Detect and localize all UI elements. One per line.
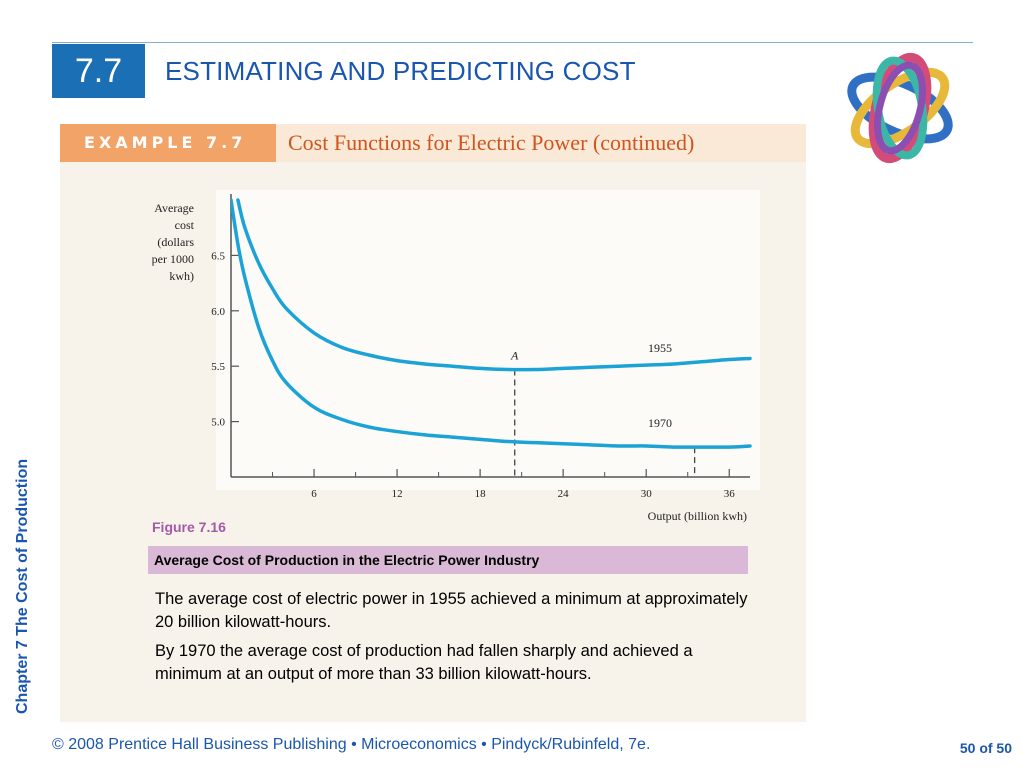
x-tick-label: 30 [641, 488, 653, 500]
x-tick-label: 36 [724, 488, 736, 500]
plot-background [216, 190, 760, 490]
cost-chart: 5.0 5.5 6.0 6.5 6 12 18 24 30 36 Average cost (dolla… [152, 190, 760, 523]
y-axis-label-line: kwh) [169, 269, 194, 283]
rings-logo-icon [847, 52, 953, 164]
y-axis-label-line: per 1000 [152, 252, 194, 266]
example-banner: EXAMPLE 7.7 Cost Functions for Electric … [60, 124, 806, 162]
y-tick-label: 6.0 [211, 306, 225, 318]
y-tick-label: 5.5 [211, 361, 225, 373]
y-tick-label: 6.5 [211, 250, 225, 262]
series-label-1970: 1970 [648, 416, 672, 430]
footer-text: © 2008 Prentice Hall Business Publishing… [52, 736, 651, 753]
example-title: Cost Functions for Electric Power (conti… [276, 124, 806, 162]
example-label: EXAMPLE 7.7 [60, 124, 276, 162]
x-tick-label: 24 [558, 488, 570, 500]
figure-number: Figure 7.16 [152, 519, 226, 535]
section-number: 7.7 [52, 44, 145, 98]
y-tick-label: 5.0 [211, 417, 225, 429]
x-tick-label: 18 [475, 488, 487, 500]
y-axis-label-line: cost [175, 218, 195, 232]
chapter-label: Chapter 7 The Cost of Production [14, 458, 31, 714]
header-rule [52, 42, 973, 43]
figure-paragraph-2: By 1970 the average cost of production h… [155, 642, 693, 683]
series-line-1970 [231, 198, 752, 449]
slide-title: ESTIMATING AND PREDICTING COST [165, 56, 636, 86]
series-label-1955: 1955 [648, 341, 672, 355]
figure-caption: Average Cost of Production in the Electr… [148, 546, 748, 574]
x-axis-label: Output (billion kwh) [648, 509, 747, 523]
figure-paragraph-1: The average cost of electric power in 19… [155, 590, 748, 631]
page-number: 50 of 50 [959, 740, 1012, 756]
point-label-a: A [510, 349, 519, 363]
x-tick-label: 12 [392, 488, 403, 500]
y-axis-label-line: (dollars [157, 235, 194, 249]
x-tick-label: 6 [311, 488, 317, 500]
y-axis-label-line: Average [154, 201, 194, 215]
series-line-1955 [236, 198, 752, 372]
